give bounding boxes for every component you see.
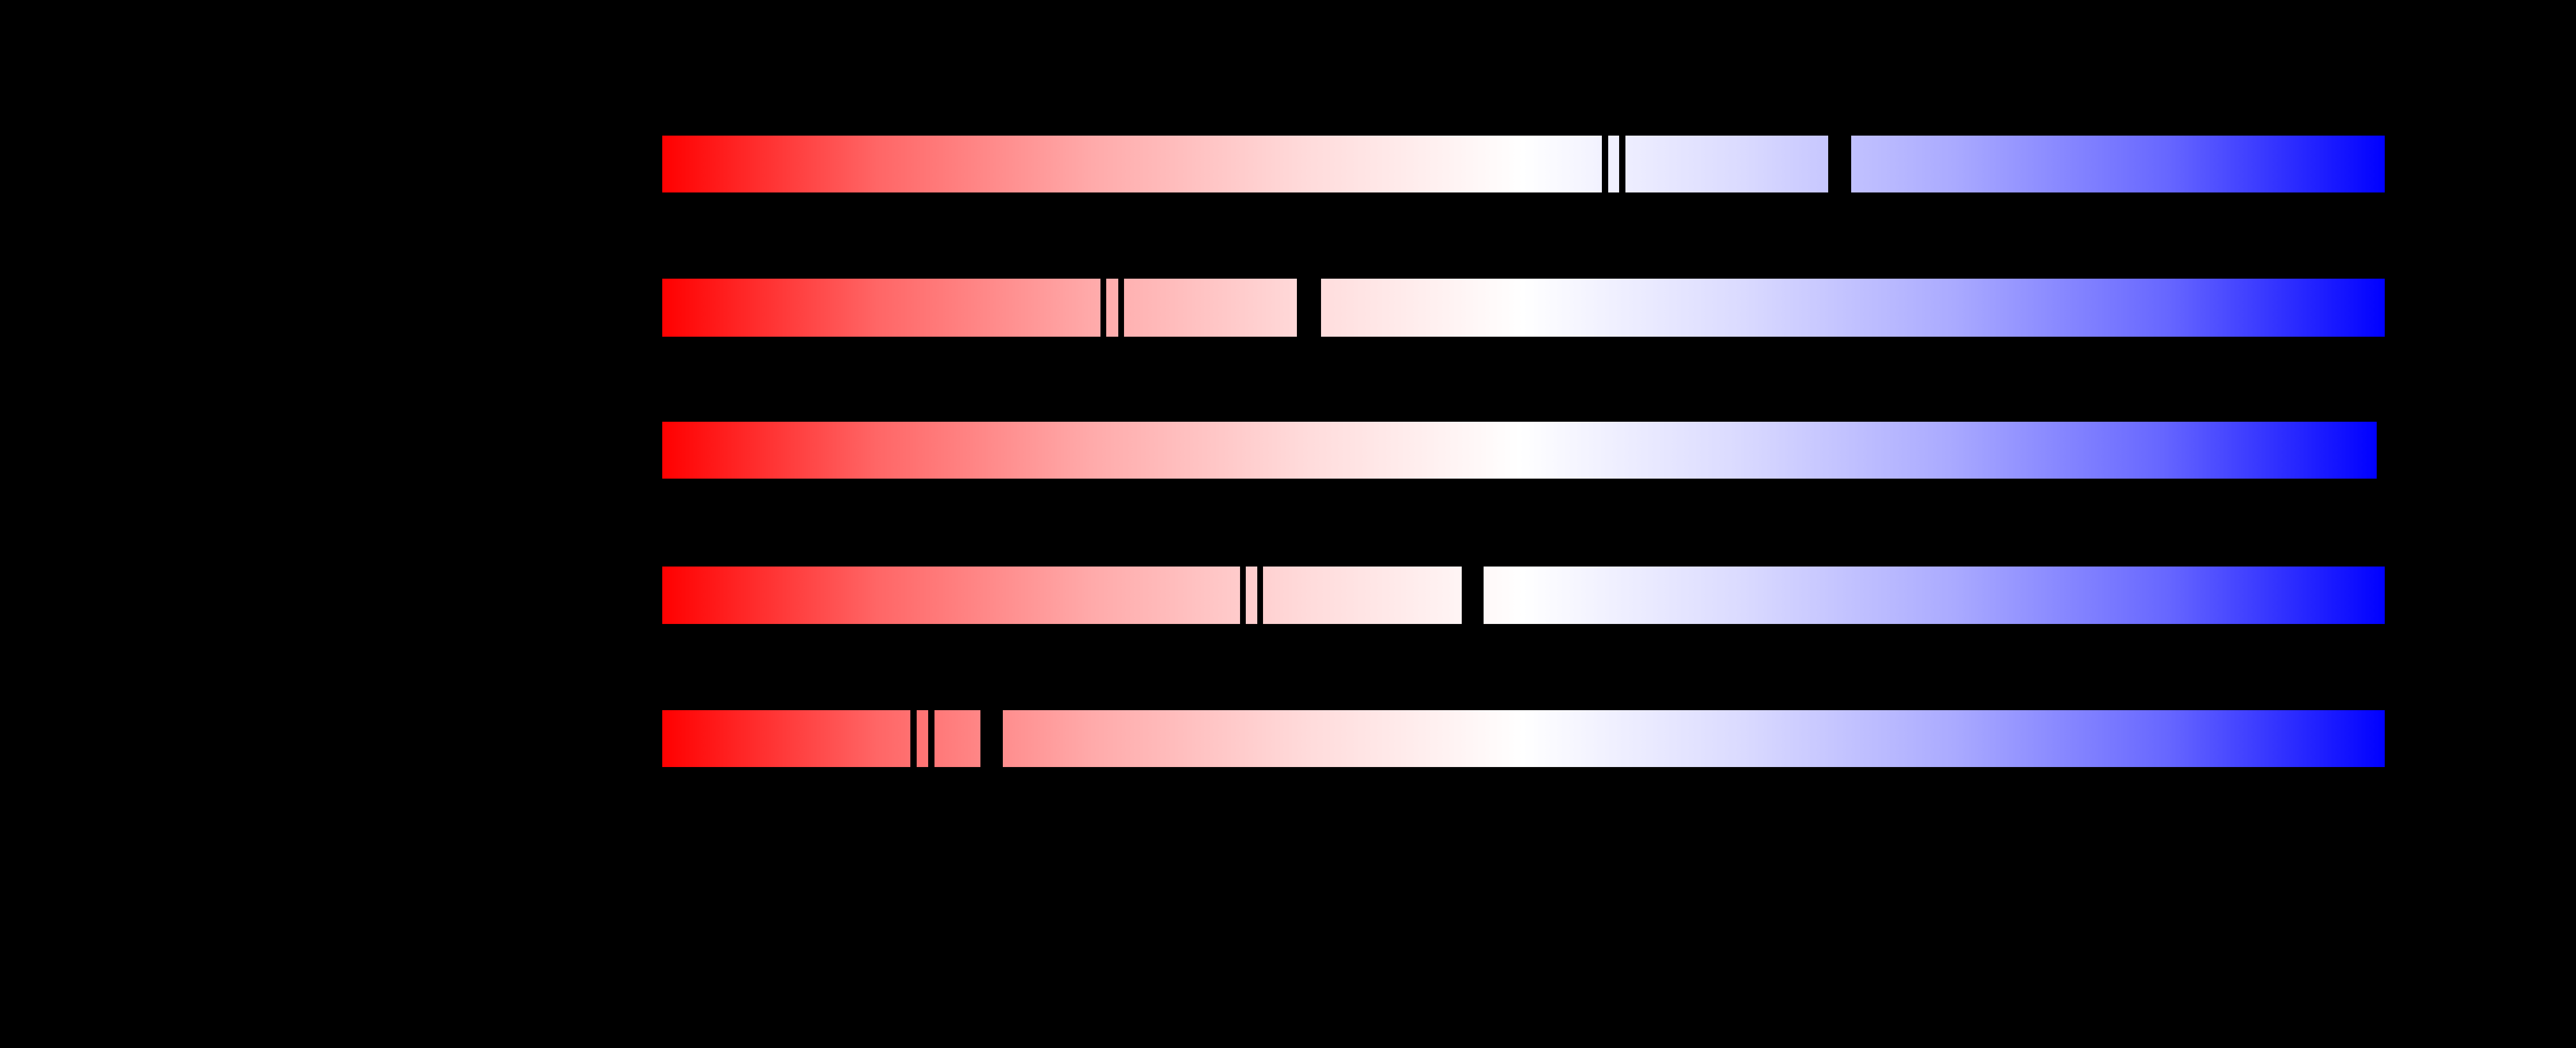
thin-marker-line: [910, 710, 917, 768]
thin-marker-line: [1601, 135, 1608, 193]
thick-marker-line: [1461, 566, 1484, 625]
thin-marker-line: [1118, 278, 1124, 338]
thin-marker-line: [1619, 135, 1625, 193]
gradient-bar-5: [662, 710, 2385, 768]
gradient-bar-2: [662, 278, 2385, 338]
thin-marker-line: [1239, 566, 1246, 625]
thick-marker-line: [1828, 135, 1851, 193]
thin-marker-line: [1257, 566, 1263, 625]
thin-marker-line: [928, 710, 934, 768]
gradient-bar-4: [662, 566, 2385, 625]
thick-marker-line: [1296, 278, 1321, 338]
thick-marker-line: [980, 710, 1003, 768]
gradient-bar-1: [662, 135, 2385, 193]
thin-marker-line: [1100, 278, 1106, 338]
gradient-bar-3: [662, 422, 2377, 479]
